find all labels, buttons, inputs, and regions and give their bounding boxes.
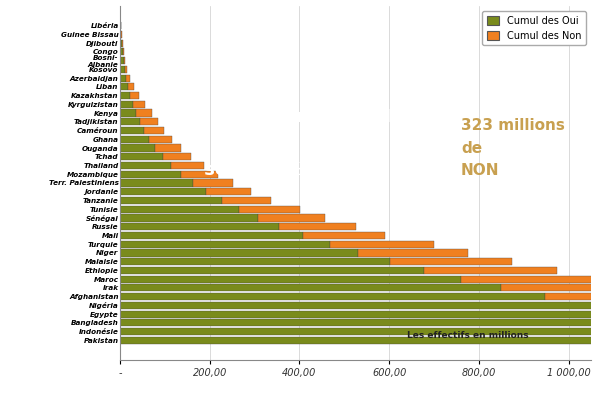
Bar [120, 267, 424, 274]
Bar [258, 214, 325, 222]
Text: 323 millions
de
NON: 323 millions de NON [461, 118, 565, 178]
Bar [120, 293, 545, 300]
Bar [120, 171, 181, 178]
Bar [303, 232, 385, 239]
Bar [120, 127, 143, 134]
Bar [133, 101, 145, 108]
Bar [120, 319, 600, 326]
Bar [120, 92, 130, 99]
Bar [120, 101, 133, 108]
Bar [136, 110, 152, 117]
Bar [120, 40, 122, 47]
Bar [424, 267, 557, 274]
Bar [126, 74, 130, 82]
Bar [120, 188, 206, 195]
Text: 737 millions de OUI

 soit  70 %: 737 millions de OUI soit 70 % [199, 108, 395, 179]
Bar [193, 180, 233, 186]
Bar [120, 328, 600, 335]
Bar [501, 284, 600, 292]
Bar [545, 293, 600, 300]
Bar [120, 276, 461, 283]
Bar [120, 144, 155, 152]
Bar [128, 83, 134, 90]
Bar [120, 136, 149, 143]
Bar [155, 144, 181, 152]
Bar [120, 83, 128, 90]
Bar [163, 153, 191, 160]
Bar [120, 337, 600, 344]
Bar [120, 118, 140, 126]
Bar [120, 110, 136, 117]
Bar [461, 276, 600, 283]
Bar [120, 162, 172, 169]
Bar [120, 197, 221, 204]
Bar [130, 92, 139, 99]
Bar [140, 118, 158, 126]
Bar [120, 249, 358, 256]
Bar [181, 171, 218, 178]
Bar [143, 127, 164, 134]
Bar [120, 258, 390, 265]
Bar [390, 258, 512, 265]
Bar [120, 214, 258, 222]
Bar [120, 206, 239, 213]
Bar [120, 232, 303, 239]
Legend: Cumul des Oui, Cumul des Non: Cumul des Oui, Cumul des Non [482, 11, 586, 46]
Bar [123, 48, 124, 56]
Bar [125, 66, 127, 73]
Bar [221, 197, 271, 204]
Bar [120, 284, 501, 292]
Bar [120, 153, 163, 160]
Bar [120, 302, 595, 309]
Bar [124, 57, 125, 64]
Bar [120, 310, 600, 318]
Bar [120, 48, 123, 56]
Bar [595, 302, 600, 309]
Bar [358, 249, 467, 256]
Bar [120, 74, 126, 82]
Bar [120, 240, 330, 248]
Bar [206, 188, 251, 195]
Bar [172, 162, 205, 169]
Bar [120, 66, 125, 73]
Bar [149, 136, 172, 143]
Bar [120, 223, 280, 230]
Bar [120, 31, 121, 38]
Bar [120, 180, 193, 186]
Text: Les effectifs en millions: Les effectifs en millions [407, 332, 529, 340]
Bar [239, 206, 301, 213]
Bar [280, 223, 356, 230]
Bar [120, 22, 121, 29]
Bar [120, 57, 124, 64]
Bar [330, 240, 434, 248]
